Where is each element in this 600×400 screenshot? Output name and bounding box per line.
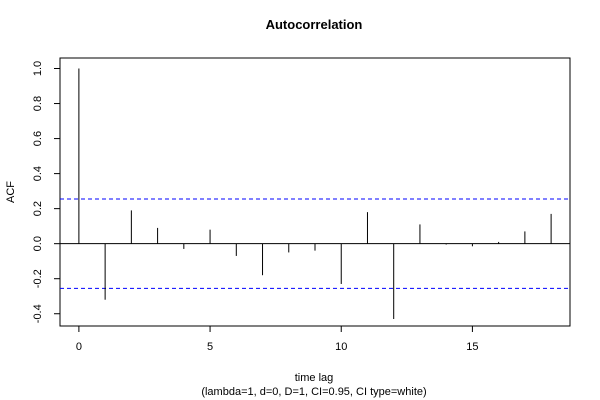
x-axis-ticks: 0 5 10 15 xyxy=(76,326,479,353)
x-tick-label: 0 xyxy=(76,341,82,353)
acf-bars xyxy=(78,68,552,319)
y-tick-label: 1.0 xyxy=(32,61,44,76)
plot-frame xyxy=(59,57,571,327)
x-axis-label: time lag xyxy=(295,372,334,384)
x-tick-label: 5 xyxy=(207,341,213,353)
y-tick-label: -0.4 xyxy=(32,304,44,323)
confidence-interval-lines xyxy=(60,198,570,289)
y-axis-label: ACF xyxy=(5,181,17,203)
y-tick-label: -0.2 xyxy=(32,269,44,288)
y-tick-label: 0.0 xyxy=(32,236,44,251)
x-tick-label: 10 xyxy=(335,341,347,353)
y-tick-label: 0.8 xyxy=(32,96,44,111)
x-tick-label: 15 xyxy=(466,341,478,353)
chart-subtitle: (lambda=1, d=0, D=1, CI=0.95, CI type=wh… xyxy=(201,386,426,398)
y-tick-label: 0.2 xyxy=(32,201,44,216)
y-axis-ticks: -0.4 -0.2 0.0 0.2 0.4 0.6 0.8 1.0 xyxy=(32,61,60,323)
y-tick-label: 0.6 xyxy=(32,131,44,146)
chart-title: Autocorrelation xyxy=(266,17,363,32)
y-tick-label: 0.4 xyxy=(32,166,44,181)
